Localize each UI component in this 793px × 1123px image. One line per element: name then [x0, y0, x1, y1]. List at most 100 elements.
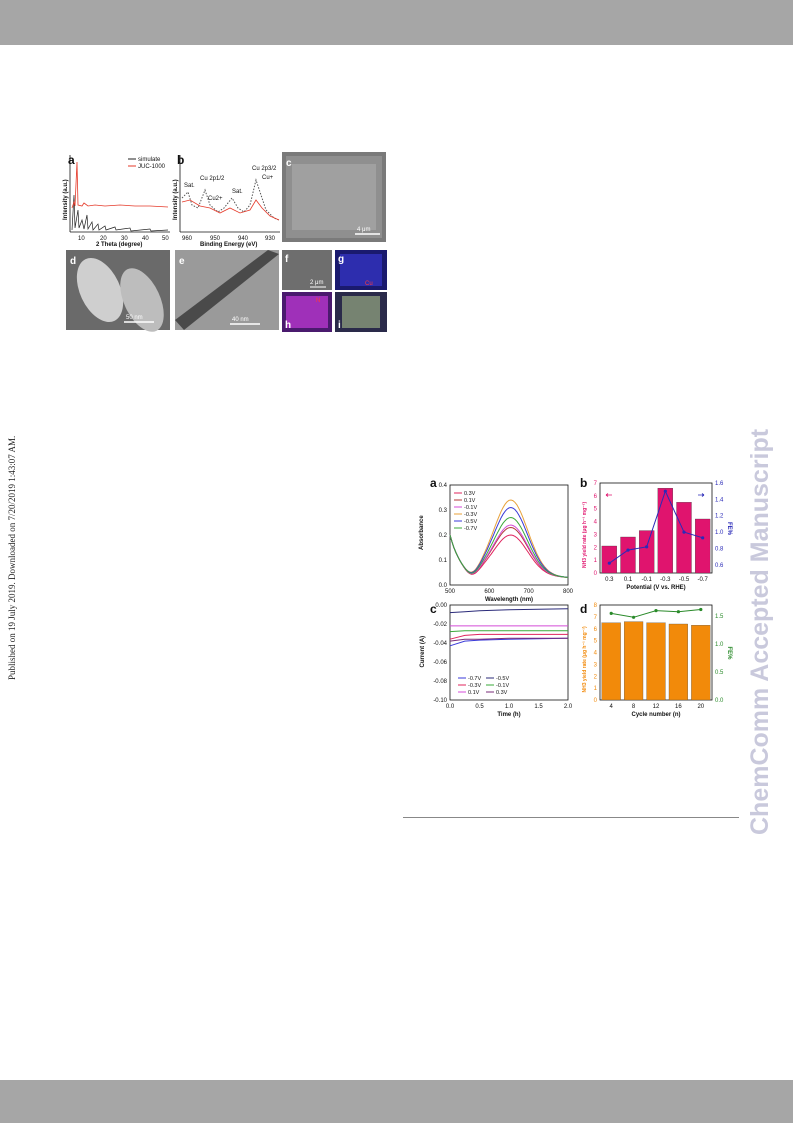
chart-b-arrow-left — [605, 493, 612, 497]
chart-c-xtick: 2.0 — [564, 704, 573, 710]
chart-b-fe-point — [682, 530, 686, 534]
chart-b-ylabel: NH3 yield rate (μg h⁻¹ mg⁻¹) — [582, 502, 588, 568]
figure-2: a 500 600 700 800 0.0 0.1 0.2 0.3 0.4 Wavelength (… — [415, 475, 735, 725]
svg-text:Sat.: Sat. — [184, 183, 195, 189]
chart-b-fe-line — [609, 489, 703, 564]
chart-d-fe-point — [654, 608, 658, 613]
chart-c-series-line — [449, 630, 568, 633]
chart-a-ylabel: Absorbance — [419, 515, 425, 550]
chart-b-xtick: -0.3 — [660, 577, 671, 583]
svg-text:10: 10 — [78, 236, 85, 242]
fig1-panel-a: a simulate JUC-1000 10 20 30 40 50 2 The… — [60, 150, 170, 248]
chart-d-ytick: 6 — [594, 627, 598, 633]
chart-d-fe-point — [676, 610, 680, 614]
chart-b-fe-point — [626, 548, 630, 552]
chart-a-xtick: 600 — [484, 589, 495, 595]
chart-b-ytick: 4 — [594, 520, 598, 526]
chart-a-legend-label: 0.1V — [464, 498, 476, 504]
chart-b-fe-point — [701, 536, 705, 540]
chart-d-ylabel: NH3 yield rate (μg h⁻¹ mg⁻¹) — [582, 626, 588, 692]
chart-d-bar — [668, 623, 688, 701]
chart-c-series-line — [449, 608, 569, 614]
chart-c-ytick: 0.00 — [435, 603, 447, 609]
svg-text:JUC-1000: JUC-1000 — [138, 164, 166, 170]
svg-text:e: e — [179, 256, 185, 267]
chart-d-ytick: 4 — [594, 651, 598, 657]
chart-c-xtick: 1.0 — [505, 704, 514, 710]
chart-b-fe-point — [663, 489, 667, 493]
chart-d-y2tick: 1.0 — [715, 642, 724, 648]
chart-d-fe-point — [609, 611, 613, 615]
header-bar — [0, 0, 793, 45]
chart-d-y2tick: 0.5 — [715, 670, 724, 676]
chart-b-ytick: 2 — [594, 545, 598, 551]
chart-a-ytick: 0.1 — [439, 558, 448, 564]
svg-text:Binding Energy (eV): Binding Energy (eV) — [200, 242, 257, 248]
chart-c-ylabel: Current (A) — [420, 636, 426, 668]
chart-c-legend-label: -0.7V — [468, 676, 481, 682]
chart-b-bar — [601, 545, 617, 574]
chart-b-y2tick: 1.4 — [715, 497, 724, 503]
fig1-panel-i: i — [335, 292, 387, 332]
chart-d-ytick: 5 — [594, 639, 598, 645]
fig1-panel-g: g Cu — [335, 250, 387, 290]
chart-b-y2tick: 1.6 — [715, 481, 724, 487]
fig1-panel-b: b Sat. Cu 2p1/2 Cu2+ Sat. Cu 2p3/2 Cu+ 9… — [173, 150, 281, 248]
chart-b-bar — [676, 502, 692, 574]
chart-b-xtick: 0.3 — [605, 577, 614, 583]
svg-text:i: i — [338, 320, 341, 331]
svg-text:d: d — [70, 256, 76, 267]
svg-text:50 nm: 50 nm — [126, 315, 143, 321]
svg-text:f: f — [285, 254, 289, 265]
chart-b-y2tick: 1.0 — [715, 530, 724, 536]
chart-d-bar — [691, 625, 711, 701]
chart-b-xlabel: Potential (V vs. RHE) — [626, 585, 685, 591]
chart-a-legend-label: -0.7V — [464, 526, 477, 532]
chart-a-ytick: 0.0 — [439, 583, 448, 589]
chart-b-fe-point — [607, 561, 611, 565]
chart-b-ytick: 1 — [594, 558, 598, 564]
svg-text:4 μm: 4 μm — [357, 227, 370, 233]
svg-text:940: 940 — [238, 236, 249, 242]
chart-d-xtick: 4 — [610, 704, 614, 710]
fig1-panel-d: d 50 nm — [66, 250, 170, 332]
svg-text:a: a — [68, 153, 75, 167]
svg-text:N: N — [316, 298, 320, 304]
chart-b-ytick: 3 — [594, 532, 598, 538]
svg-text:930: 930 — [265, 236, 276, 242]
chart-a-legend-label: -0.3V — [464, 512, 477, 518]
chart-d-y2tick: 1.5 — [715, 614, 724, 620]
svg-text:2 Theta (degree): 2 Theta (degree) — [96, 242, 142, 248]
chart-b-arrow-right — [698, 493, 705, 497]
chart-c-legend-label: 0.3V — [496, 690, 508, 696]
chart-c-ytick: -0.02 — [433, 622, 447, 628]
footer-bar — [0, 1080, 793, 1123]
svg-text:c: c — [286, 158, 292, 169]
chart-a-ytick: 0.4 — [439, 483, 448, 489]
chart-b-bar — [639, 530, 655, 574]
chart-b-y2tick: 0.6 — [715, 563, 724, 569]
chart-d-y2label: FE% — [726, 647, 732, 661]
chart-c-series-line — [449, 637, 568, 642]
svg-text:Cu2+: Cu2+ — [208, 196, 223, 202]
chart-d-ytick: 0 — [594, 698, 598, 704]
chart-b-y2label: FE% — [726, 522, 732, 536]
chart-b-ytick: 0 — [594, 571, 598, 577]
svg-text:960: 960 — [182, 236, 193, 242]
fig1-panel-f: f 2 μm — [282, 250, 332, 290]
chart-a-series-line — [449, 516, 569, 578]
accepted-manuscript-banner: ChemComm Accepted Manuscript — [726, 300, 786, 840]
chart-c-ytick: -0.04 — [433, 641, 447, 647]
published-notice: Published on 19 July 2019. Downloaded on… — [0, 380, 30, 680]
chart-d-ytick: 2 — [594, 674, 598, 680]
panel-letter-b: b — [580, 476, 587, 490]
chart-c-legend-label: -0.1V — [496, 683, 509, 689]
chart-a-xlabel: Wavelength (nm) — [485, 597, 533, 603]
chart-d-ytick: 8 — [594, 603, 598, 609]
svg-text:30: 30 — [121, 236, 128, 242]
published-text: Published on 19 July 2019. Downloaded on… — [7, 436, 17, 680]
fig1-panel-c: c 4 μm — [282, 152, 386, 242]
svg-text:Sat.: Sat. — [232, 189, 243, 195]
chart-d-bar — [646, 622, 666, 701]
chart-d-fe-point — [699, 607, 703, 612]
